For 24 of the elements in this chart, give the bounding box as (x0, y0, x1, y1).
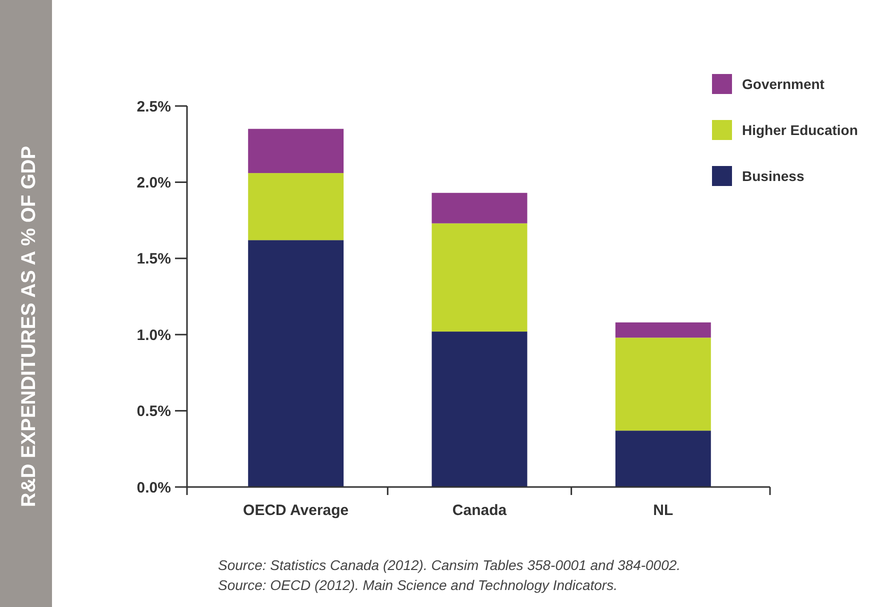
bar (432, 332, 528, 487)
y-axis-title: R&D EXPENDITURES AS A % OF GDP (18, 146, 40, 508)
x-tick-label: OECD Average (243, 502, 349, 519)
bar (248, 240, 344, 487)
y-tick-label: 0.5% (136, 403, 171, 420)
bar (248, 128, 344, 174)
bar (432, 223, 528, 332)
source-note: Source: Statistics Canada (2012). Cansim Tables 358-0001 and 384-0002. (218, 557, 681, 573)
x-tick-label: NL (653, 502, 674, 519)
source-note: Source: OECD (2012). Main Science and Technology Indicators. (218, 577, 618, 593)
bar (248, 173, 344, 240)
y-tick-label: 1.5% (136, 250, 171, 268)
y-tick-label: 0.0% (136, 479, 171, 496)
bar (615, 322, 711, 338)
legend-label: Government (742, 76, 825, 92)
y-tick-label: 1.0% (136, 326, 171, 344)
x-tick-label: Canada (452, 502, 508, 519)
legend-label: Higher Education (742, 122, 858, 138)
bar (615, 338, 711, 431)
bar (432, 192, 528, 224)
y-tick-label: 2.0% (136, 174, 171, 192)
legend-label: Business (742, 168, 804, 184)
bar (615, 430, 711, 487)
y-tick-label: 2.5% (136, 98, 171, 116)
